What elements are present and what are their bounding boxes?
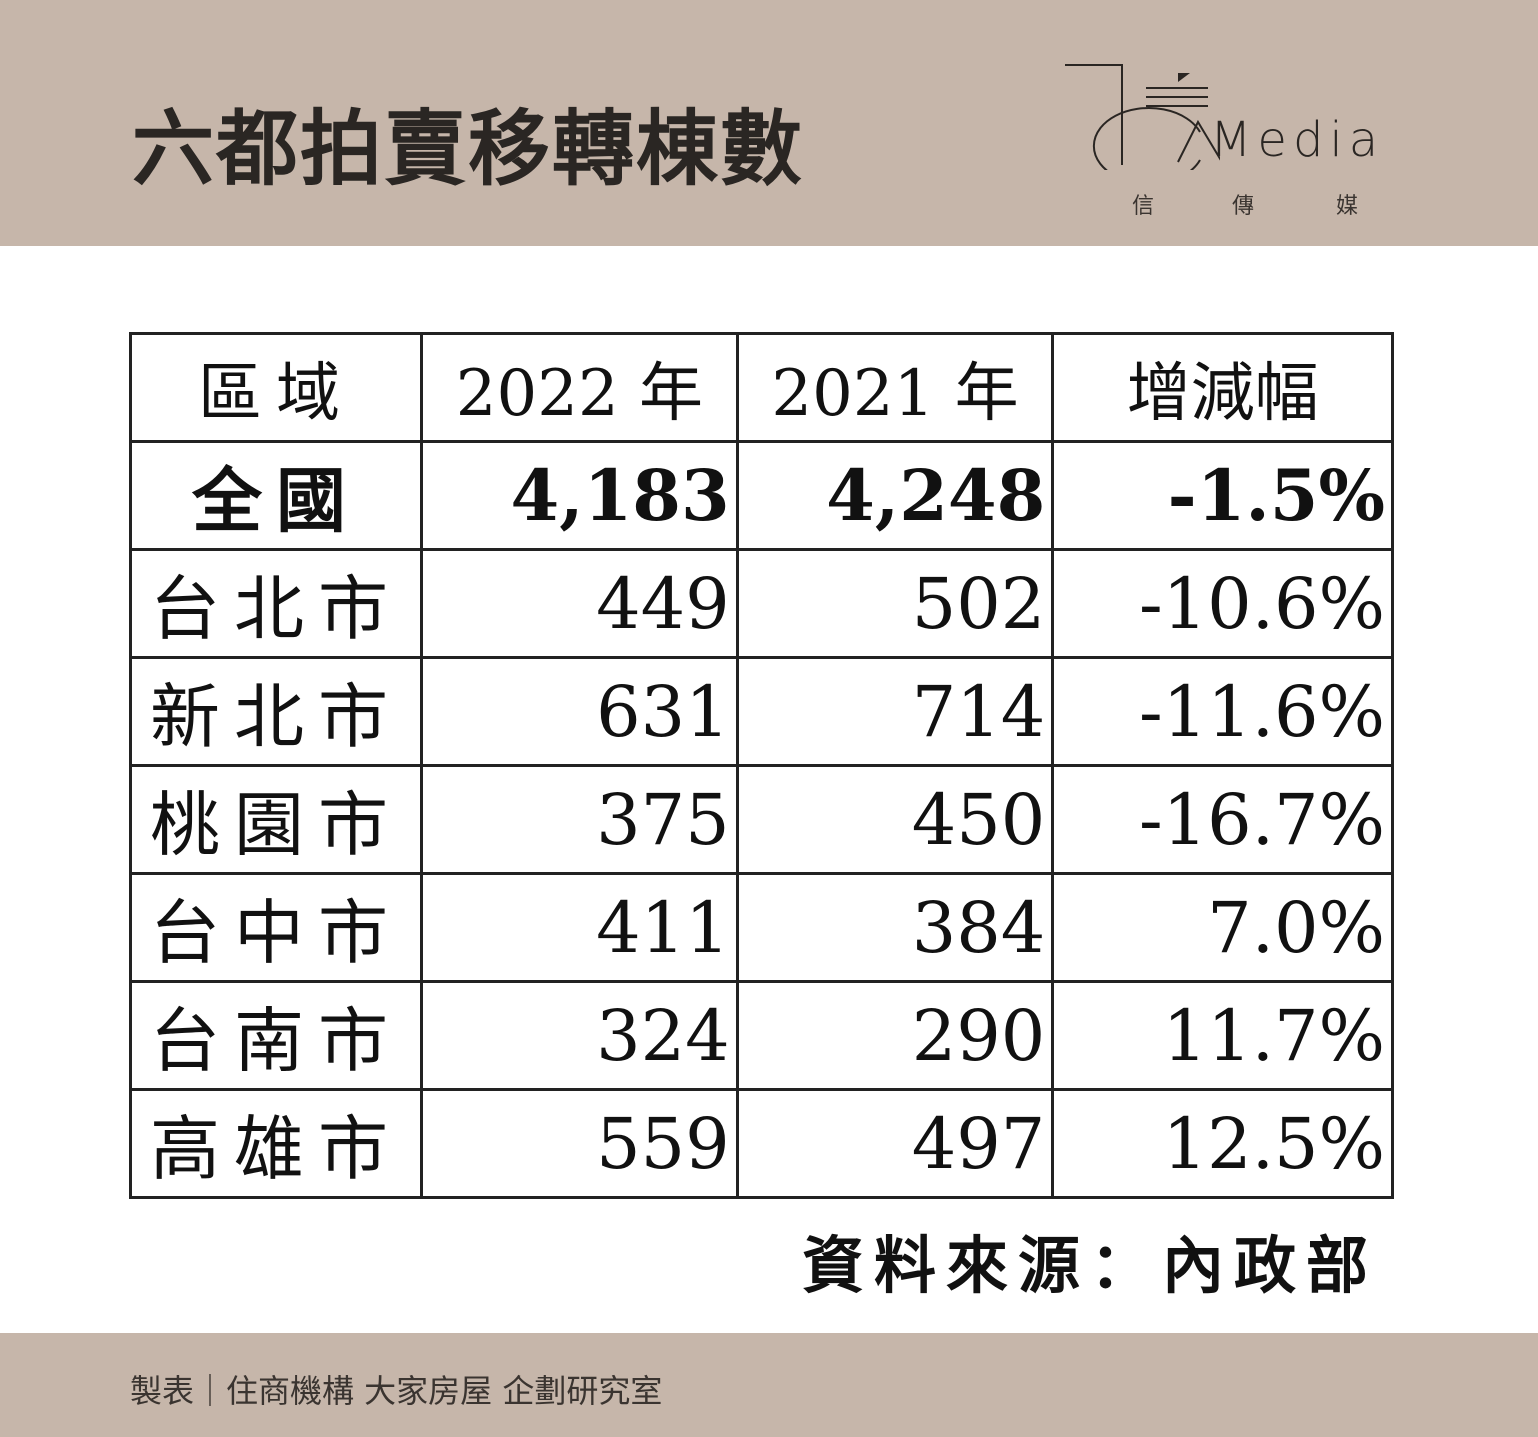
value-2022-cell: 559 <box>420 1088 739 1199</box>
value-2021-cell: 290 <box>735 980 1055 1091</box>
value-2021-cell: 714 <box>735 656 1055 767</box>
table-row: 台北市 449 502 -10.6% <box>128 548 1394 659</box>
logo-mark-icon <box>1065 64 1220 170</box>
value-2021-cell: 502 <box>735 548 1055 659</box>
page-title: 六都拍賣移轉棟數 <box>132 102 805 197</box>
data-table: 區域 2022 年 2021 年 增減幅 全國 4,183 4,248 -1.5% 台北… <box>128 332 1394 1199</box>
header-band <box>0 0 1538 246</box>
region-cell: 高雄市 <box>128 1088 424 1199</box>
media-logo: Media 信 傳 媒 <box>1060 60 1378 220</box>
change-cell: -1.5% <box>1051 440 1394 551</box>
table-header-row: 區域 2022 年 2021 年 增減幅 <box>128 332 1394 443</box>
value-2022-cell: 631 <box>420 656 739 767</box>
change-cell: -11.6% <box>1051 656 1394 767</box>
value-2021-cell: 4,248 <box>735 440 1055 551</box>
logo-char: 媒 <box>1336 194 1359 219</box>
value-2022-cell: 375 <box>420 764 739 875</box>
logo-char: 信 <box>1132 194 1155 219</box>
table-row: 台中市 411 384 7.0% <box>128 872 1394 983</box>
value-2021-cell: 450 <box>735 764 1055 875</box>
value-2022-cell: 449 <box>420 548 739 659</box>
region-cell: 桃園市 <box>128 764 424 875</box>
credit-note: 製表｜住商機構 大家房屋 企劃研究室 <box>130 1372 663 1410</box>
header-cell: 2021 年 <box>735 332 1055 443</box>
logo-wordmark: Media <box>1210 112 1385 168</box>
value-2021-cell: 497 <box>735 1088 1055 1199</box>
logo-char: 傳 <box>1232 194 1255 219</box>
change-cell: 7.0% <box>1051 872 1394 983</box>
header-cell: 2022 年 <box>420 332 739 443</box>
table-row: 桃園市 375 450 -16.7% <box>128 764 1394 875</box>
change-cell: 12.5% <box>1051 1088 1394 1199</box>
value-2021-cell: 384 <box>735 872 1055 983</box>
table-row: 全國 4,183 4,248 -1.5% <box>128 440 1394 551</box>
table-row: 新北市 631 714 -11.6% <box>128 656 1394 767</box>
region-cell: 全國 <box>128 440 424 551</box>
table-row: 台南市 324 290 11.7% <box>128 980 1394 1091</box>
value-2022-cell: 324 <box>420 980 739 1091</box>
change-cell: -16.7% <box>1051 764 1394 875</box>
region-cell: 新北市 <box>128 656 424 767</box>
source-note: 資料來源：內政部 <box>801 1229 1378 1302</box>
table-row: 高雄市 559 497 12.5% <box>128 1088 1394 1199</box>
region-cell: 台北市 <box>128 548 424 659</box>
change-cell: -10.6% <box>1051 548 1394 659</box>
value-2022-cell: 411 <box>420 872 739 983</box>
region-cell: 台南市 <box>128 980 424 1091</box>
header-cell: 增減幅 <box>1051 332 1394 443</box>
region-cell: 台中市 <box>128 872 424 983</box>
value-2022-cell: 4,183 <box>420 440 739 551</box>
footer-band <box>0 1333 1538 1437</box>
header-cell: 區域 <box>128 332 424 443</box>
change-cell: 11.7% <box>1051 980 1394 1091</box>
